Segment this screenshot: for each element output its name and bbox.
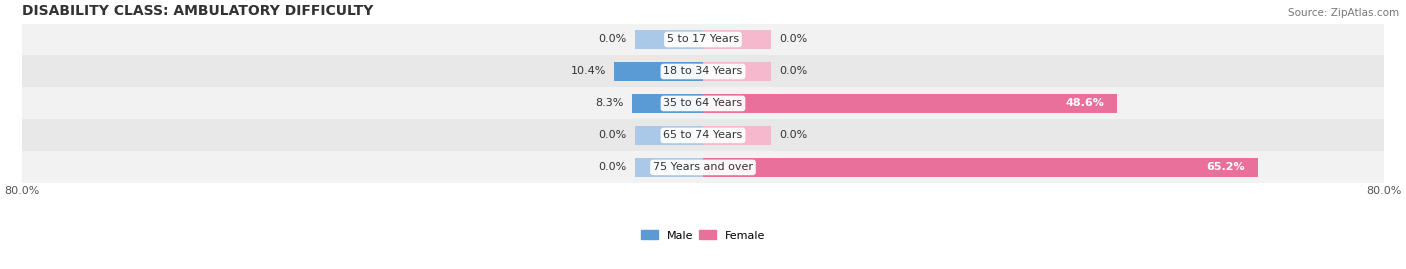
Bar bbox=[703, 62, 770, 81]
Text: 65 to 74 Years: 65 to 74 Years bbox=[664, 130, 742, 140]
Bar bbox=[703, 94, 1116, 113]
Bar bbox=[703, 126, 770, 145]
Text: Source: ZipAtlas.com: Source: ZipAtlas.com bbox=[1288, 8, 1399, 18]
Bar bbox=[703, 30, 770, 49]
Bar bbox=[22, 87, 1384, 119]
Bar bbox=[22, 119, 1384, 151]
Text: 48.6%: 48.6% bbox=[1066, 98, 1104, 108]
Text: 65.2%: 65.2% bbox=[1206, 162, 1246, 172]
Bar bbox=[636, 158, 703, 177]
Bar bbox=[633, 94, 703, 113]
Text: 0.0%: 0.0% bbox=[598, 34, 626, 44]
Text: DISABILITY CLASS: AMBULATORY DIFFICULTY: DISABILITY CLASS: AMBULATORY DIFFICULTY bbox=[22, 4, 373, 18]
Text: 0.0%: 0.0% bbox=[780, 130, 808, 140]
Bar bbox=[636, 126, 703, 145]
Bar bbox=[636, 30, 703, 49]
Text: 5 to 17 Years: 5 to 17 Years bbox=[666, 34, 740, 44]
Bar bbox=[22, 151, 1384, 183]
Text: 0.0%: 0.0% bbox=[598, 130, 626, 140]
Bar bbox=[22, 55, 1384, 87]
Text: 0.0%: 0.0% bbox=[598, 162, 626, 172]
Text: 0.0%: 0.0% bbox=[780, 66, 808, 76]
Bar bbox=[22, 23, 1384, 55]
Bar bbox=[614, 62, 703, 81]
Legend: Male, Female: Male, Female bbox=[637, 226, 769, 245]
Text: 35 to 64 Years: 35 to 64 Years bbox=[664, 98, 742, 108]
Bar bbox=[703, 158, 1258, 177]
Text: 0.0%: 0.0% bbox=[780, 34, 808, 44]
Text: 10.4%: 10.4% bbox=[571, 66, 606, 76]
Text: 18 to 34 Years: 18 to 34 Years bbox=[664, 66, 742, 76]
Text: 8.3%: 8.3% bbox=[596, 98, 624, 108]
Text: 75 Years and over: 75 Years and over bbox=[652, 162, 754, 172]
